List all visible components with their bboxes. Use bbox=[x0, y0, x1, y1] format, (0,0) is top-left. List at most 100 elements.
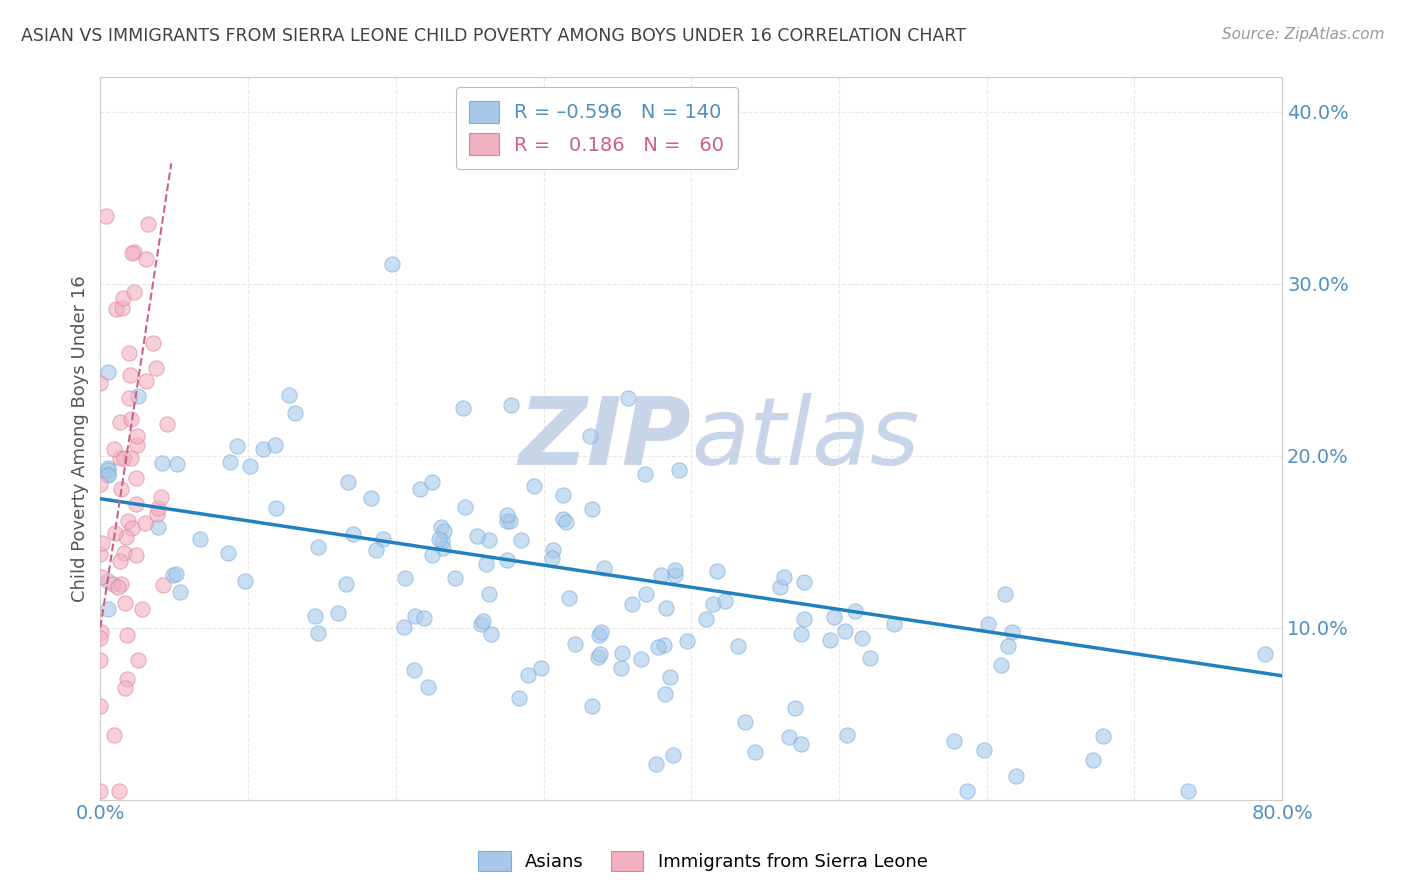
Point bbox=[188, 532, 211, 546]
Point bbox=[152, 578, 174, 592]
Point bbox=[664, 567, 686, 582]
Point bbox=[219, 455, 242, 469]
Point bbox=[541, 543, 564, 558]
Point bbox=[146, 520, 169, 534]
Point bbox=[364, 543, 387, 558]
Point bbox=[470, 617, 492, 632]
Point bbox=[166, 457, 188, 471]
Point bbox=[146, 508, 169, 522]
Point bbox=[118, 368, 141, 382]
Point bbox=[90, 570, 112, 584]
Point bbox=[610, 661, 633, 675]
Point bbox=[409, 483, 432, 497]
Point bbox=[97, 468, 120, 483]
Point bbox=[516, 668, 538, 682]
Point bbox=[107, 784, 129, 798]
Point bbox=[620, 597, 643, 611]
Point bbox=[104, 526, 127, 541]
Point bbox=[510, 533, 533, 548]
Point bbox=[465, 528, 488, 542]
Point bbox=[478, 587, 501, 601]
Point bbox=[994, 587, 1017, 601]
Point bbox=[307, 625, 329, 640]
Point bbox=[647, 640, 669, 654]
Point bbox=[593, 561, 616, 575]
Point bbox=[1253, 647, 1275, 661]
Point bbox=[304, 609, 326, 624]
Text: Source: ZipAtlas.com: Source: ZipAtlas.com bbox=[1222, 27, 1385, 42]
Point bbox=[1005, 769, 1028, 783]
Point bbox=[125, 437, 148, 451]
Point bbox=[844, 604, 866, 618]
Point bbox=[381, 257, 404, 271]
Point bbox=[851, 632, 873, 646]
Point bbox=[427, 532, 450, 546]
Point bbox=[636, 587, 658, 601]
Text: atlas: atlas bbox=[692, 393, 920, 484]
Y-axis label: Child Poverty Among Boys Under 16: Child Poverty Among Boys Under 16 bbox=[72, 276, 89, 602]
Point bbox=[658, 670, 681, 684]
Point bbox=[942, 734, 965, 748]
Point bbox=[90, 624, 112, 639]
Point bbox=[136, 217, 159, 231]
Point bbox=[977, 617, 1000, 632]
Point bbox=[115, 672, 138, 686]
Point bbox=[162, 568, 184, 582]
Point bbox=[142, 335, 165, 350]
Point bbox=[335, 576, 357, 591]
Point bbox=[744, 745, 766, 759]
Point bbox=[108, 451, 131, 466]
Point bbox=[824, 609, 846, 624]
Point bbox=[94, 209, 117, 223]
Point bbox=[668, 463, 690, 477]
Point bbox=[496, 508, 519, 523]
Point bbox=[394, 571, 416, 585]
Point bbox=[217, 546, 239, 560]
Point bbox=[233, 574, 256, 589]
Point bbox=[523, 479, 546, 493]
Point bbox=[110, 483, 132, 497]
Point bbox=[785, 701, 807, 715]
Point bbox=[818, 632, 841, 647]
Point bbox=[883, 617, 905, 632]
Point bbox=[564, 637, 586, 651]
Point bbox=[790, 737, 813, 751]
Point bbox=[104, 302, 127, 317]
Point bbox=[956, 784, 979, 798]
Point bbox=[652, 639, 675, 653]
Point bbox=[114, 596, 136, 610]
Point bbox=[107, 580, 129, 594]
Legend: Asians, Immigrants from Sierra Leone: Asians, Immigrants from Sierra Leone bbox=[471, 844, 935, 879]
Point bbox=[284, 407, 307, 421]
Point bbox=[551, 512, 574, 526]
Point bbox=[695, 612, 717, 626]
Point bbox=[430, 520, 453, 534]
Point bbox=[121, 246, 143, 260]
Legend: R = –0.596   N = 140, R =   0.186   N =   60: R = –0.596 N = 140, R = 0.186 N = 60 bbox=[456, 87, 738, 169]
Point bbox=[120, 412, 142, 426]
Point bbox=[135, 252, 157, 266]
Point bbox=[108, 554, 131, 568]
Point bbox=[835, 728, 858, 742]
Point bbox=[773, 570, 796, 584]
Point bbox=[89, 476, 111, 491]
Point bbox=[413, 611, 436, 625]
Point bbox=[112, 451, 135, 466]
Point bbox=[420, 548, 443, 562]
Point bbox=[90, 536, 112, 550]
Point bbox=[477, 533, 499, 547]
Point bbox=[101, 577, 124, 591]
Point bbox=[630, 651, 652, 665]
Point bbox=[973, 743, 995, 757]
Point bbox=[769, 581, 792, 595]
Point bbox=[444, 571, 467, 585]
Point bbox=[127, 653, 149, 667]
Point bbox=[89, 547, 111, 561]
Point bbox=[277, 387, 299, 401]
Point bbox=[122, 285, 145, 299]
Point bbox=[581, 502, 603, 516]
Point bbox=[790, 627, 813, 641]
Point bbox=[118, 346, 141, 360]
Point bbox=[702, 597, 724, 611]
Point bbox=[496, 553, 519, 567]
